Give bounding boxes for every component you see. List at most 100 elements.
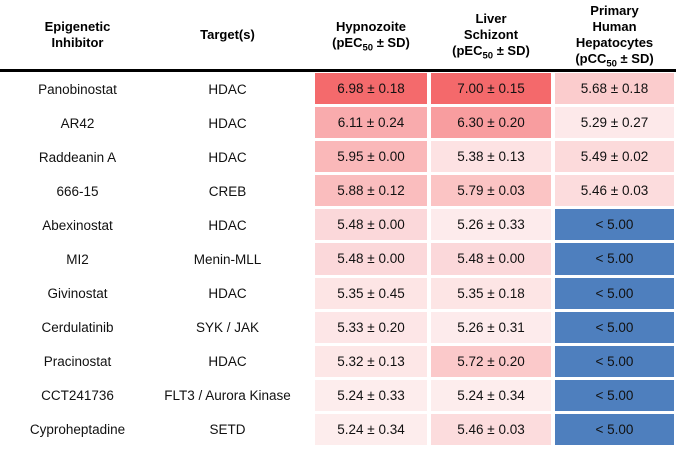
column-spacer <box>300 140 313 174</box>
column-spacer <box>300 379 313 413</box>
table-row: CCT241736 FLT3 / Aurora Kinase 5.24 ± 0.… <box>0 378 676 413</box>
target-name: SETD <box>209 422 246 438</box>
column-spacer <box>300 106 313 140</box>
metric-suffix: ± SD) <box>493 42 530 58</box>
column-header-epigenetic-inhibitor: Epigenetic Inhibitor <box>0 19 155 51</box>
hepatocytes-value-cell: < 5.00 <box>553 344 676 379</box>
table-row: Cerdulatinib SYK / JAK 5.33 ± 0.20 5.26 … <box>0 310 676 345</box>
inhibitor-name: AR42 <box>60 115 95 131</box>
header-metric-line: (pCC50 ± SD) <box>553 50 676 70</box>
hypnozoite-value-cell: 5.33 ± 0.20 <box>313 310 429 345</box>
header-metric-line: (pEC50 ± SD) <box>313 34 429 54</box>
column-header-primary-human-hepatocytes-pcc50: Primary Human Hepatocytes (pCC50 ± SD) <box>553 2 676 70</box>
table-row: Raddeanin A HDAC 5.95 ± 0.00 5.38 ± 0.13… <box>0 140 676 175</box>
metric-subscript: 50 <box>362 42 374 54</box>
target-name: HDAC <box>208 115 247 131</box>
liver-schizont-value-cell: 5.24 ± 0.34 <box>429 378 553 413</box>
header-line: Primary <box>590 2 639 18</box>
hepatocytes-value-cell: < 5.00 <box>553 412 676 447</box>
header-line: Hypnozoite <box>335 18 407 34</box>
column-spacer <box>300 413 313 447</box>
table-body: Panobinostat HDAC 6.98 ± 0.18 7.00 ± 0.1… <box>0 72 676 447</box>
table-row: Cyproheptadine SETD 5.24 ± 0.34 5.46 ± 0… <box>0 412 676 447</box>
hypnozoite-value-cell: 5.48 ± 0.00 <box>313 208 429 243</box>
inhibitor-name: 666-15 <box>56 183 99 199</box>
hepatocytes-value-cell: 5.68 ± 0.18 <box>553 72 676 107</box>
hepatocytes-value-cell: 5.49 ± 0.02 <box>553 140 676 175</box>
table-row: AR42 HDAC 6.11 ± 0.24 6.30 ± 0.20 5.29 ±… <box>0 106 676 141</box>
metric-subscript: 50 <box>482 50 494 62</box>
column-spacer <box>300 277 313 311</box>
hypnozoite-value-cell: 5.24 ± 0.33 <box>313 378 429 413</box>
column-spacer <box>300 208 313 242</box>
hepatocytes-value-cell: < 5.00 <box>553 310 676 345</box>
liver-schizont-value-cell: 5.79 ± 0.03 <box>429 174 553 209</box>
table-header: Epigenetic Inhibitor Target(s) Hypnozoit… <box>0 0 676 69</box>
table-row: Pracinostat HDAC 5.32 ± 0.13 5.72 ± 0.20… <box>0 344 676 379</box>
metric-prefix: (pCC <box>575 50 607 66</box>
inhibitor-name: MI2 <box>66 251 89 267</box>
hypnozoite-value-cell: 5.95 ± 0.00 <box>313 140 429 175</box>
metric-subscript: 50 <box>606 58 617 70</box>
header-line: Human <box>592 18 637 34</box>
metric-prefix: (pEC <box>332 34 363 50</box>
column-header-liver-schizont-pec50: Liver Schizont (pEC50 ± SD) <box>429 10 553 62</box>
inhibitor-name: Cerdulatinib <box>41 320 114 336</box>
hepatocytes-value-cell: < 5.00 <box>553 208 676 243</box>
hypnozoite-value-cell: 5.48 ± 0.00 <box>313 242 429 277</box>
table-row: Abexinostat HDAC 5.48 ± 0.00 5.26 ± 0.33… <box>0 208 676 243</box>
hepatocytes-value-cell: < 5.00 <box>553 242 676 277</box>
hypnozoite-value-cell: 5.35 ± 0.45 <box>313 276 429 311</box>
header-line: Target(s) <box>200 26 255 42</box>
column-spacer <box>300 311 313 345</box>
header-divider-rule <box>0 69 676 72</box>
column-spacer <box>300 242 313 276</box>
inhibitor-name: Panobinostat <box>38 81 117 97</box>
hepatocytes-value-cell: < 5.00 <box>553 378 676 413</box>
inhibitor-name: Cyproheptadine <box>29 422 126 438</box>
inhibitor-name: CCT241736 <box>41 388 114 404</box>
column-spacer <box>300 174 313 208</box>
table-row: Panobinostat HDAC 6.98 ± 0.18 7.00 ± 0.1… <box>0 72 676 107</box>
hypnozoite-value-cell: 6.11 ± 0.24 <box>313 106 429 141</box>
header-line: Epigenetic <box>44 18 111 34</box>
table-row: Givinostat HDAC 5.35 ± 0.45 5.35 ± 0.18 … <box>0 276 676 311</box>
metric-suffix: ± SD) <box>616 50 654 66</box>
target-name: HDAC <box>208 81 247 97</box>
liver-schizont-value-cell: 6.30 ± 0.20 <box>429 106 553 141</box>
column-spacer <box>300 345 313 379</box>
hypnozoite-value-cell: 5.24 ± 0.34 <box>313 412 429 447</box>
header-line: Liver <box>475 10 507 26</box>
hypnozoite-value-cell: 6.98 ± 0.18 <box>313 72 429 107</box>
metric-prefix: (pEC <box>452 42 483 58</box>
liver-schizont-value-cell: 5.72 ± 0.20 <box>429 344 553 379</box>
metric-suffix: ± SD) <box>373 34 410 50</box>
liver-schizont-value-cell: 5.35 ± 0.18 <box>429 276 553 311</box>
target-name: FLT3 / Aurora Kinase <box>164 388 291 404</box>
inhibitor-name: Givinostat <box>47 286 108 302</box>
liver-schizont-value-cell: 5.38 ± 0.13 <box>429 140 553 175</box>
hepatocytes-value-cell: 5.29 ± 0.27 <box>553 106 676 141</box>
column-header-hypnozoite-pec50: Hypnozoite (pEC50 ± SD) <box>313 18 429 54</box>
inhibitor-name: Pracinostat <box>43 354 112 370</box>
liver-schizont-value-cell: 5.26 ± 0.33 <box>429 208 553 243</box>
header-line: Schizont <box>463 26 519 42</box>
column-spacer <box>300 72 313 106</box>
target-name: HDAC <box>208 217 247 233</box>
column-header-targets: Target(s) <box>155 27 300 43</box>
target-name: HDAC <box>208 149 247 165</box>
target-name: HDAC <box>208 354 247 370</box>
target-name: SYK / JAK <box>195 320 260 336</box>
target-name: Menin-MLL <box>193 251 262 267</box>
hepatocytes-value-cell: < 5.00 <box>553 276 676 311</box>
header-line: Inhibitor <box>51 34 104 50</box>
header-line: Hepatocytes <box>575 34 654 50</box>
hypnozoite-value-cell: 5.32 ± 0.13 <box>313 344 429 379</box>
target-name: HDAC <box>208 286 247 302</box>
hepatocytes-value-cell: 5.46 ± 0.03 <box>553 174 676 209</box>
liver-schizont-value-cell: 5.26 ± 0.31 <box>429 310 553 345</box>
inhibitor-name: Raddeanin A <box>38 149 117 165</box>
liver-schizont-value-cell: 5.46 ± 0.03 <box>429 412 553 447</box>
hypnozoite-value-cell: 5.88 ± 0.12 <box>313 174 429 209</box>
